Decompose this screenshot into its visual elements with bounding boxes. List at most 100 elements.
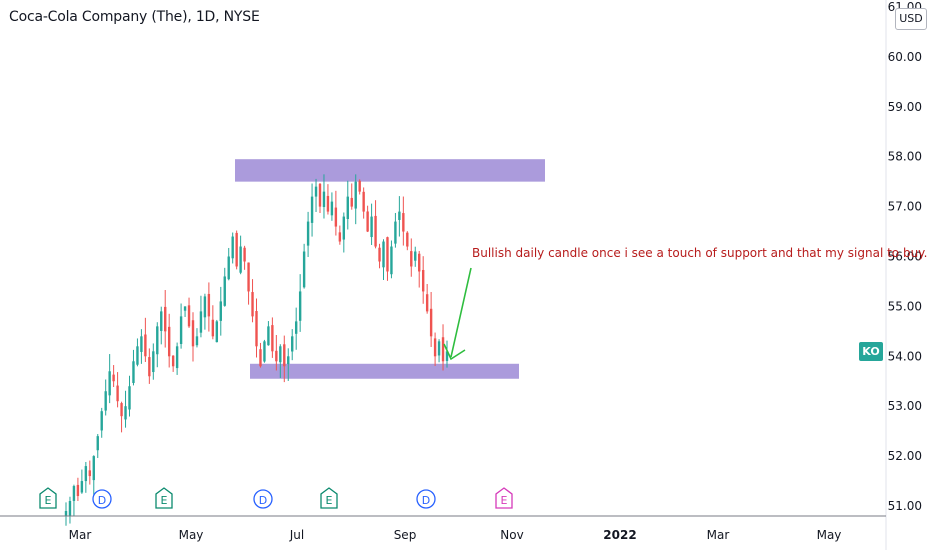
arrow-head <box>443 343 466 361</box>
candle-body <box>271 325 274 352</box>
y-tick-label: 53.00 <box>888 399 922 413</box>
support-zone[interactable] <box>250 363 519 379</box>
candle-body <box>152 351 155 373</box>
candle-body <box>96 436 99 451</box>
candle-body <box>160 311 163 331</box>
candle-body <box>429 308 433 337</box>
annotation-arrow <box>443 267 472 361</box>
event-marker-label: D <box>259 494 267 507</box>
candle-body <box>425 294 429 312</box>
event-marker-shape <box>92 489 112 509</box>
candle-body <box>378 247 381 262</box>
candle-body <box>132 361 135 384</box>
candle-body <box>219 301 222 321</box>
candle-body <box>283 344 286 367</box>
candle-body <box>386 237 389 272</box>
candle-body <box>342 216 346 240</box>
time-scale[interactable]: Mar May Jul Sep Nov 2022 Mar May <box>69 528 842 542</box>
candle-body <box>116 385 119 402</box>
candle-body <box>306 221 310 246</box>
candle-body <box>322 191 326 208</box>
candle-body <box>144 334 147 357</box>
candles-layer <box>64 174 449 526</box>
candle-body <box>80 481 84 493</box>
candle-body <box>259 349 262 367</box>
price-scale[interactable]: 61.0060.0059.0058.0057.0056.0055.0054.00… <box>888 0 922 513</box>
candle-body <box>120 403 123 417</box>
candle-body <box>76 484 80 497</box>
x-tick-label: 2022 <box>603 528 636 542</box>
candle-body <box>199 311 203 333</box>
earnings-event-marker[interactable]: E <box>320 487 338 509</box>
y-tick-label: 54.00 <box>888 349 922 363</box>
candle-body <box>175 346 179 369</box>
earnings-event-marker[interactable]: E <box>495 487 513 509</box>
candle-body <box>92 456 95 481</box>
candle-body <box>72 486 76 501</box>
currency-button[interactable]: USD <box>895 8 927 30</box>
annotation-text[interactable]: Bullish daily candle once i see a touch … <box>472 246 928 260</box>
y-tick-label: 55.00 <box>888 299 922 313</box>
y-tick-label: 56.00 <box>888 250 922 264</box>
candle-body <box>231 236 234 259</box>
candle-body <box>406 232 409 247</box>
event-marker-label: D <box>98 494 106 507</box>
x-tick-label: May <box>817 528 842 542</box>
candle-body <box>263 341 266 362</box>
candle-body <box>437 341 441 356</box>
event-marker-shape <box>320 487 338 509</box>
candle-body <box>68 501 72 516</box>
x-tick-label: Mar <box>707 528 730 542</box>
event-marker-label: E <box>501 494 508 507</box>
candle-body <box>207 293 211 317</box>
candle-body <box>239 246 242 273</box>
candle-body <box>191 320 195 347</box>
candle-body <box>346 196 349 220</box>
y-tick-label: 52.00 <box>888 449 922 463</box>
candle-body <box>370 216 373 238</box>
event-marker-shape <box>155 487 173 509</box>
candle-body <box>445 351 449 361</box>
candle-body <box>171 355 175 367</box>
candle-body <box>167 326 171 357</box>
y-tick-label: 51.00 <box>888 499 922 513</box>
candle-body <box>247 262 250 292</box>
event-marker-label: D <box>422 494 430 507</box>
candle-body <box>195 336 199 346</box>
candle-body <box>64 510 68 516</box>
earnings-event-marker[interactable]: E <box>39 487 57 509</box>
candle-body <box>354 181 357 209</box>
candle-body <box>112 374 115 382</box>
event-marker-shape <box>39 487 57 509</box>
candle-body <box>223 276 226 306</box>
zones-layer <box>235 159 545 379</box>
candle-body <box>227 256 230 280</box>
candle-body <box>291 336 294 352</box>
earnings-event-marker[interactable]: E <box>155 487 173 509</box>
candle-body <box>104 391 107 411</box>
resistance-zone[interactable] <box>235 159 545 182</box>
candle-body <box>298 291 302 321</box>
x-tick-label: Nov <box>500 528 523 542</box>
y-tick-label: 58.00 <box>888 150 922 164</box>
candle-body <box>394 221 397 244</box>
candle-body <box>302 251 306 288</box>
dividend-event-marker[interactable]: D <box>92 489 112 509</box>
y-tick-label: 59.00 <box>888 100 922 114</box>
event-marker-shape <box>253 489 273 509</box>
event-marker-label: E <box>45 494 52 507</box>
candle-body <box>148 357 151 377</box>
symbol-price-badge: KO <box>859 342 883 361</box>
candle-body <box>156 326 159 355</box>
candle-body <box>338 232 342 242</box>
event-marker-label: E <box>161 494 168 507</box>
candle-body <box>100 411 103 431</box>
candle-body <box>366 211 369 232</box>
dividend-event-marker[interactable]: D <box>253 489 273 509</box>
dividend-event-marker[interactable]: D <box>416 489 436 509</box>
x-tick-label: Sep <box>394 528 417 542</box>
candle-body <box>314 186 318 197</box>
candle-body <box>235 232 238 267</box>
candle-body <box>382 241 385 268</box>
